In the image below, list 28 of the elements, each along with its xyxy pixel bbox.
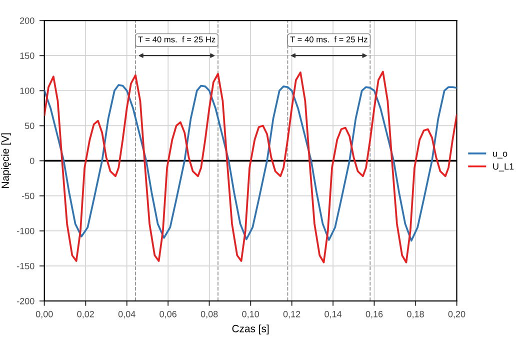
x-tick-label: 0,00 [36, 310, 53, 318]
legend-label: U_L1 [493, 163, 514, 172]
x-tick-label: 0,10 [242, 310, 259, 318]
line-series [44, 84, 457, 242]
y-tick-label: -100 [16, 228, 34, 234]
x-tick-label: 0,18 [407, 310, 424, 318]
x-tick-label: 0,14 [324, 310, 342, 318]
x-tick-label: 0,04 [118, 310, 136, 318]
x-tick-label: 0,08 [200, 310, 218, 318]
x-tick-label: 0,16 [366, 310, 383, 318]
y-tick-label: 50 [24, 122, 34, 130]
x-tick-label: 0,20 [448, 310, 466, 318]
x-tick-label: 0,06 [160, 310, 176, 318]
annotation: T = 40 ms. f = 25 Hz [290, 36, 368, 42]
y-tick-label: 100 [20, 88, 34, 94]
y-tick-label: 200 [20, 17, 34, 24]
line-series [44, 70, 457, 264]
y-axis-title: Napięcie [V] [1, 133, 12, 188]
x-tick-label: 0,12 [283, 310, 300, 318]
x-tick-label: 0,02 [77, 310, 94, 318]
y-tick-label: -200 [16, 298, 34, 304]
y-tick-label: 150 [20, 52, 34, 59]
y-tick-label: -50 [22, 192, 34, 200]
annotation: T = 40 ms. f = 25 Hz [138, 36, 216, 42]
x-axis-title: Czas [s] [232, 324, 269, 334]
y-tick-label: 0 [30, 158, 34, 164]
legend-label: u_o [493, 152, 508, 158]
y-tick-label: -150 [16, 262, 34, 270]
